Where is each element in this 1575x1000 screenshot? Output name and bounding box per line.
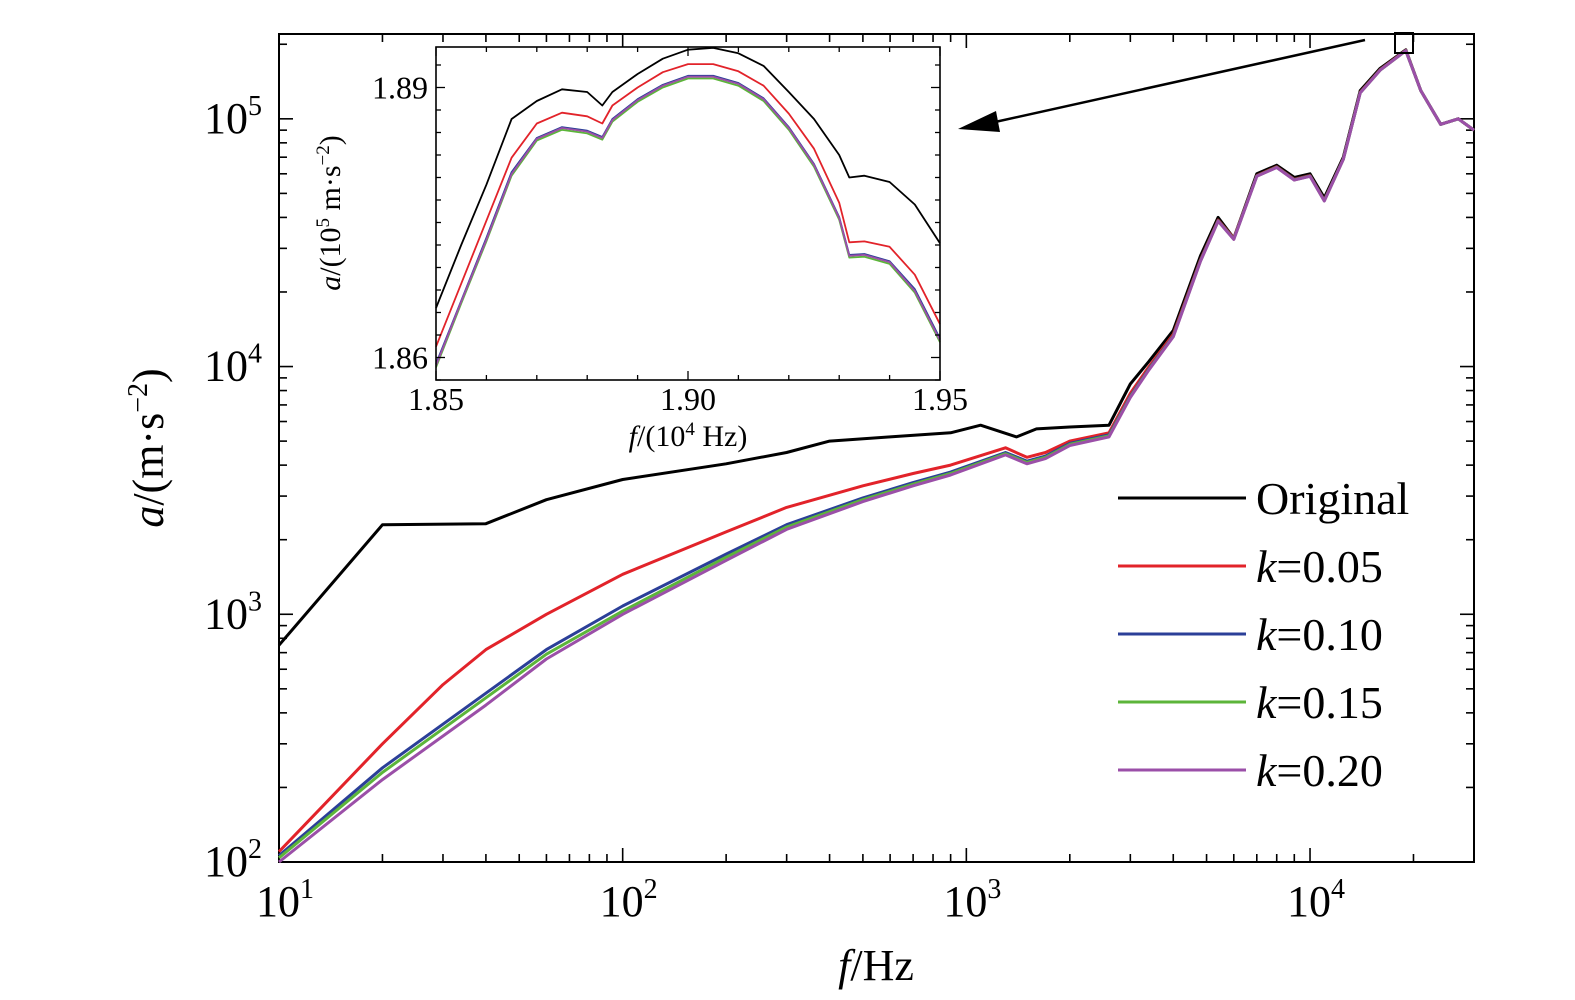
main-plot-frame [278,33,1475,863]
inset-x-axis-label: f/(104 Hz) [629,419,748,453]
legend: Original k=0.05 k=0.10 k=0.15 k=0.20 [1118,473,1409,796]
inset-tick-labels: 1.85 1.90 1.95 1.86 1.89 [372,70,968,418]
main-x-axis-label: f/Hz [838,941,914,990]
y-tick-label-2: 104 [204,339,262,391]
inset-y-tick-label-1: 1.89 [372,70,428,106]
inset-series-line-k-0-20 [435,75,941,366]
series-line-k-0-20 [278,49,1475,864]
inset-series-line-k-0-05 [435,63,941,348]
x-tick-label-3: 104 [1287,874,1345,926]
zoom-arrow-line [994,38,1366,124]
legend-label-original: Original [1256,473,1409,524]
inset-y-tick-label-0: 1.86 [372,340,428,376]
legend-label-k-0-20: k=0.20 [1256,745,1383,796]
y-tick-label-0: 102 [204,834,262,886]
main-series-lines [277,48,1475,864]
zoom-region-marker [1394,32,1414,54]
inset-x-tick-label-1: 1.90 [660,381,716,417]
legend-label-k-0-15: k=0.15 [1256,677,1383,728]
main-axis-ticks [278,34,1475,863]
inset-background [436,47,940,380]
inset-x-tick-label-2: 1.95 [912,381,968,417]
y-tick-label-3: 105 [204,91,262,143]
legend-label-k-0-10: k=0.10 [1256,609,1383,660]
inset-axis-ticks [435,47,941,381]
main-y-axis-label: a/(m·s−2) [123,368,173,527]
legend-label-k-0-05: k=0.05 [1256,541,1383,592]
x-tick-label-2: 103 [943,874,1001,926]
x-tick-label-0: 101 [256,874,314,926]
y-tick-label-1: 103 [204,586,262,638]
x-tick-label-1: 102 [600,874,658,926]
inset-x-tick-label-0: 1.85 [408,381,464,417]
inset-y-axis-label: a/(105 m·s−2) [313,135,347,291]
zoom-arrow-head [958,111,1000,132]
inset-series-line-k-0-15 [435,77,941,368]
